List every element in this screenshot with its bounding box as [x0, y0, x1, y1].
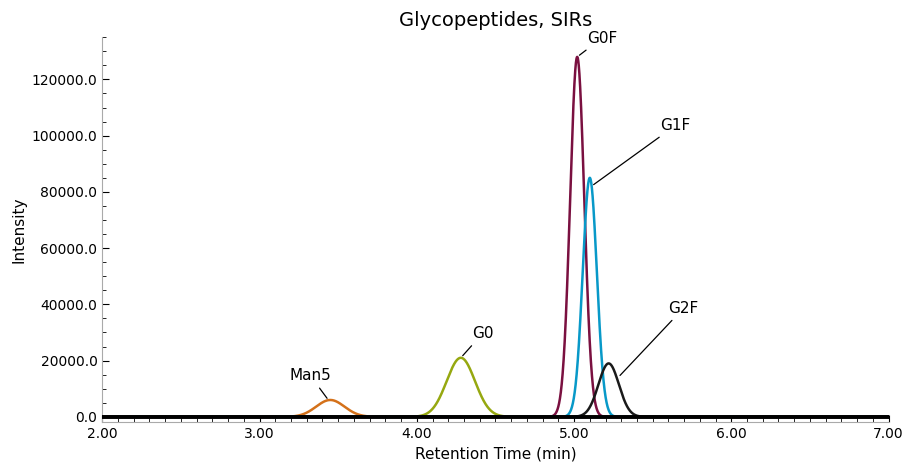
Text: Man5: Man5: [289, 368, 331, 398]
Text: G2F: G2F: [620, 301, 699, 376]
Title: Glycopeptides, SIRs: Glycopeptides, SIRs: [399, 11, 592, 30]
X-axis label: Retention Time (min): Retention Time (min): [414, 447, 576, 462]
Y-axis label: Intensity: Intensity: [11, 197, 27, 263]
Text: G1F: G1F: [594, 118, 691, 184]
Text: G0F: G0F: [579, 31, 617, 55]
Text: G0: G0: [463, 326, 493, 356]
